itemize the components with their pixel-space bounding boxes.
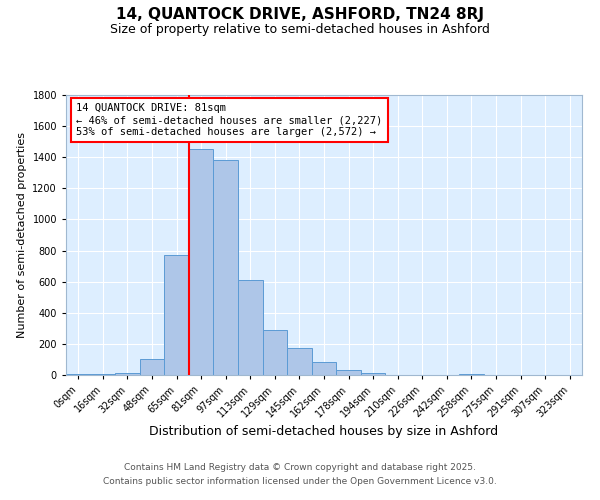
Bar [115,374,140,375]
Bar [91,374,115,375]
Bar [164,255,189,375]
Bar [312,362,336,375]
Bar [140,360,164,375]
Y-axis label: Number of semi-detached properties: Number of semi-detached properties [17,132,27,338]
Text: Contains public sector information licensed under the Open Government Licence v3: Contains public sector information licen… [103,477,497,486]
Text: Contains HM Land Registry data © Crown copyright and database right 2025.: Contains HM Land Registry data © Crown c… [124,464,476,472]
Bar [189,150,214,375]
Bar [459,374,484,375]
Bar [238,280,263,375]
Bar [66,374,91,375]
X-axis label: Distribution of semi-detached houses by size in Ashford: Distribution of semi-detached houses by … [149,424,499,438]
Text: 14 QUANTOCK DRIVE: 81sqm
← 46% of semi-detached houses are smaller (2,227)
53% o: 14 QUANTOCK DRIVE: 81sqm ← 46% of semi-d… [76,104,383,136]
Bar [361,372,385,375]
Text: 14, QUANTOCK DRIVE, ASHFORD, TN24 8RJ: 14, QUANTOCK DRIVE, ASHFORD, TN24 8RJ [116,8,484,22]
Bar [287,348,312,375]
Text: Size of property relative to semi-detached houses in Ashford: Size of property relative to semi-detach… [110,22,490,36]
Bar [336,370,361,375]
Bar [214,160,238,375]
Bar [263,330,287,375]
